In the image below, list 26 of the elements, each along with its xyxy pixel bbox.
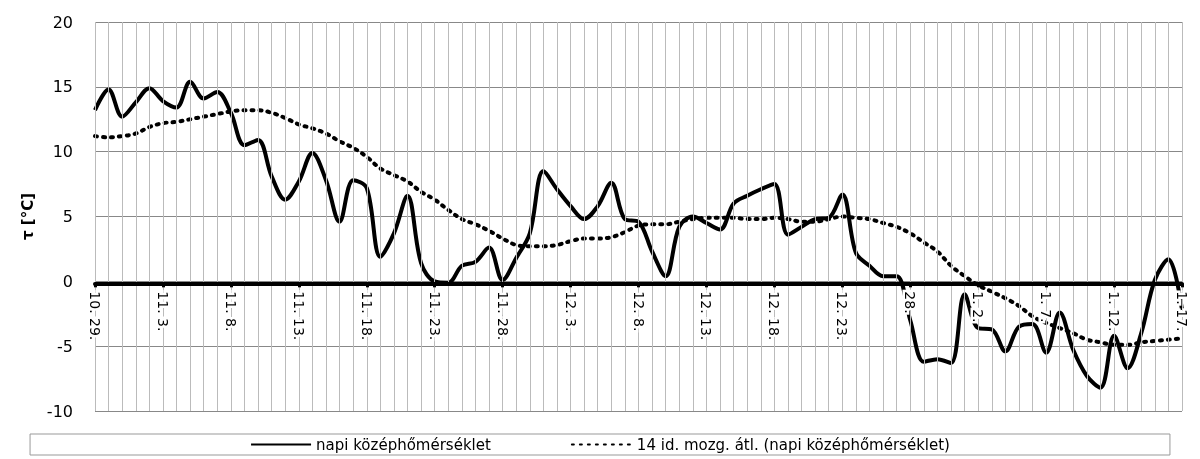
x-tick-label: 12. 18. bbox=[766, 291, 783, 341]
x-tick-label: 11. 18. bbox=[358, 291, 375, 341]
y-tick-label: 0 bbox=[62, 271, 73, 291]
x-tick-label: 1. 2. bbox=[970, 291, 987, 323]
x-tick-label: 12. 3. bbox=[562, 291, 579, 332]
x-tick-label: 11. 13. bbox=[290, 291, 307, 341]
x-tick-label: 11. 3. bbox=[154, 291, 171, 332]
x-tick-label: 12. 8. bbox=[630, 291, 647, 332]
x-tick-label: 10. 29. bbox=[87, 291, 103, 341]
y-axis-title: τ [°C] bbox=[19, 192, 38, 241]
x-tick-label: 11. 8. bbox=[222, 291, 239, 332]
x-tick-label: 11. 28. bbox=[494, 291, 511, 341]
y-tick-label: 20 bbox=[52, 12, 73, 32]
x-tick-label: 12. 13. bbox=[698, 291, 715, 341]
x-tick-label: 12. 23. bbox=[834, 291, 851, 341]
x-tick-label: 1. 12. bbox=[1106, 291, 1123, 332]
x-tick-label: 1. 17. bbox=[1174, 291, 1190, 332]
y-tick-label: 5 bbox=[62, 207, 73, 226]
x-tick-label: 1. 7. bbox=[1038, 291, 1055, 323]
x-tick-label: 11. 23. bbox=[426, 291, 443, 341]
y-tick-label: 15 bbox=[52, 77, 73, 97]
y-tick-label: 10 bbox=[52, 142, 73, 162]
y-tick-label: -5 bbox=[57, 336, 73, 356]
legend-label: napi középhőmérséklet bbox=[316, 435, 491, 454]
y-tick-label: -10 bbox=[46, 401, 73, 421]
legend-label: 14 id. mozg. átl. (napi középhőmérséklet) bbox=[636, 435, 950, 454]
